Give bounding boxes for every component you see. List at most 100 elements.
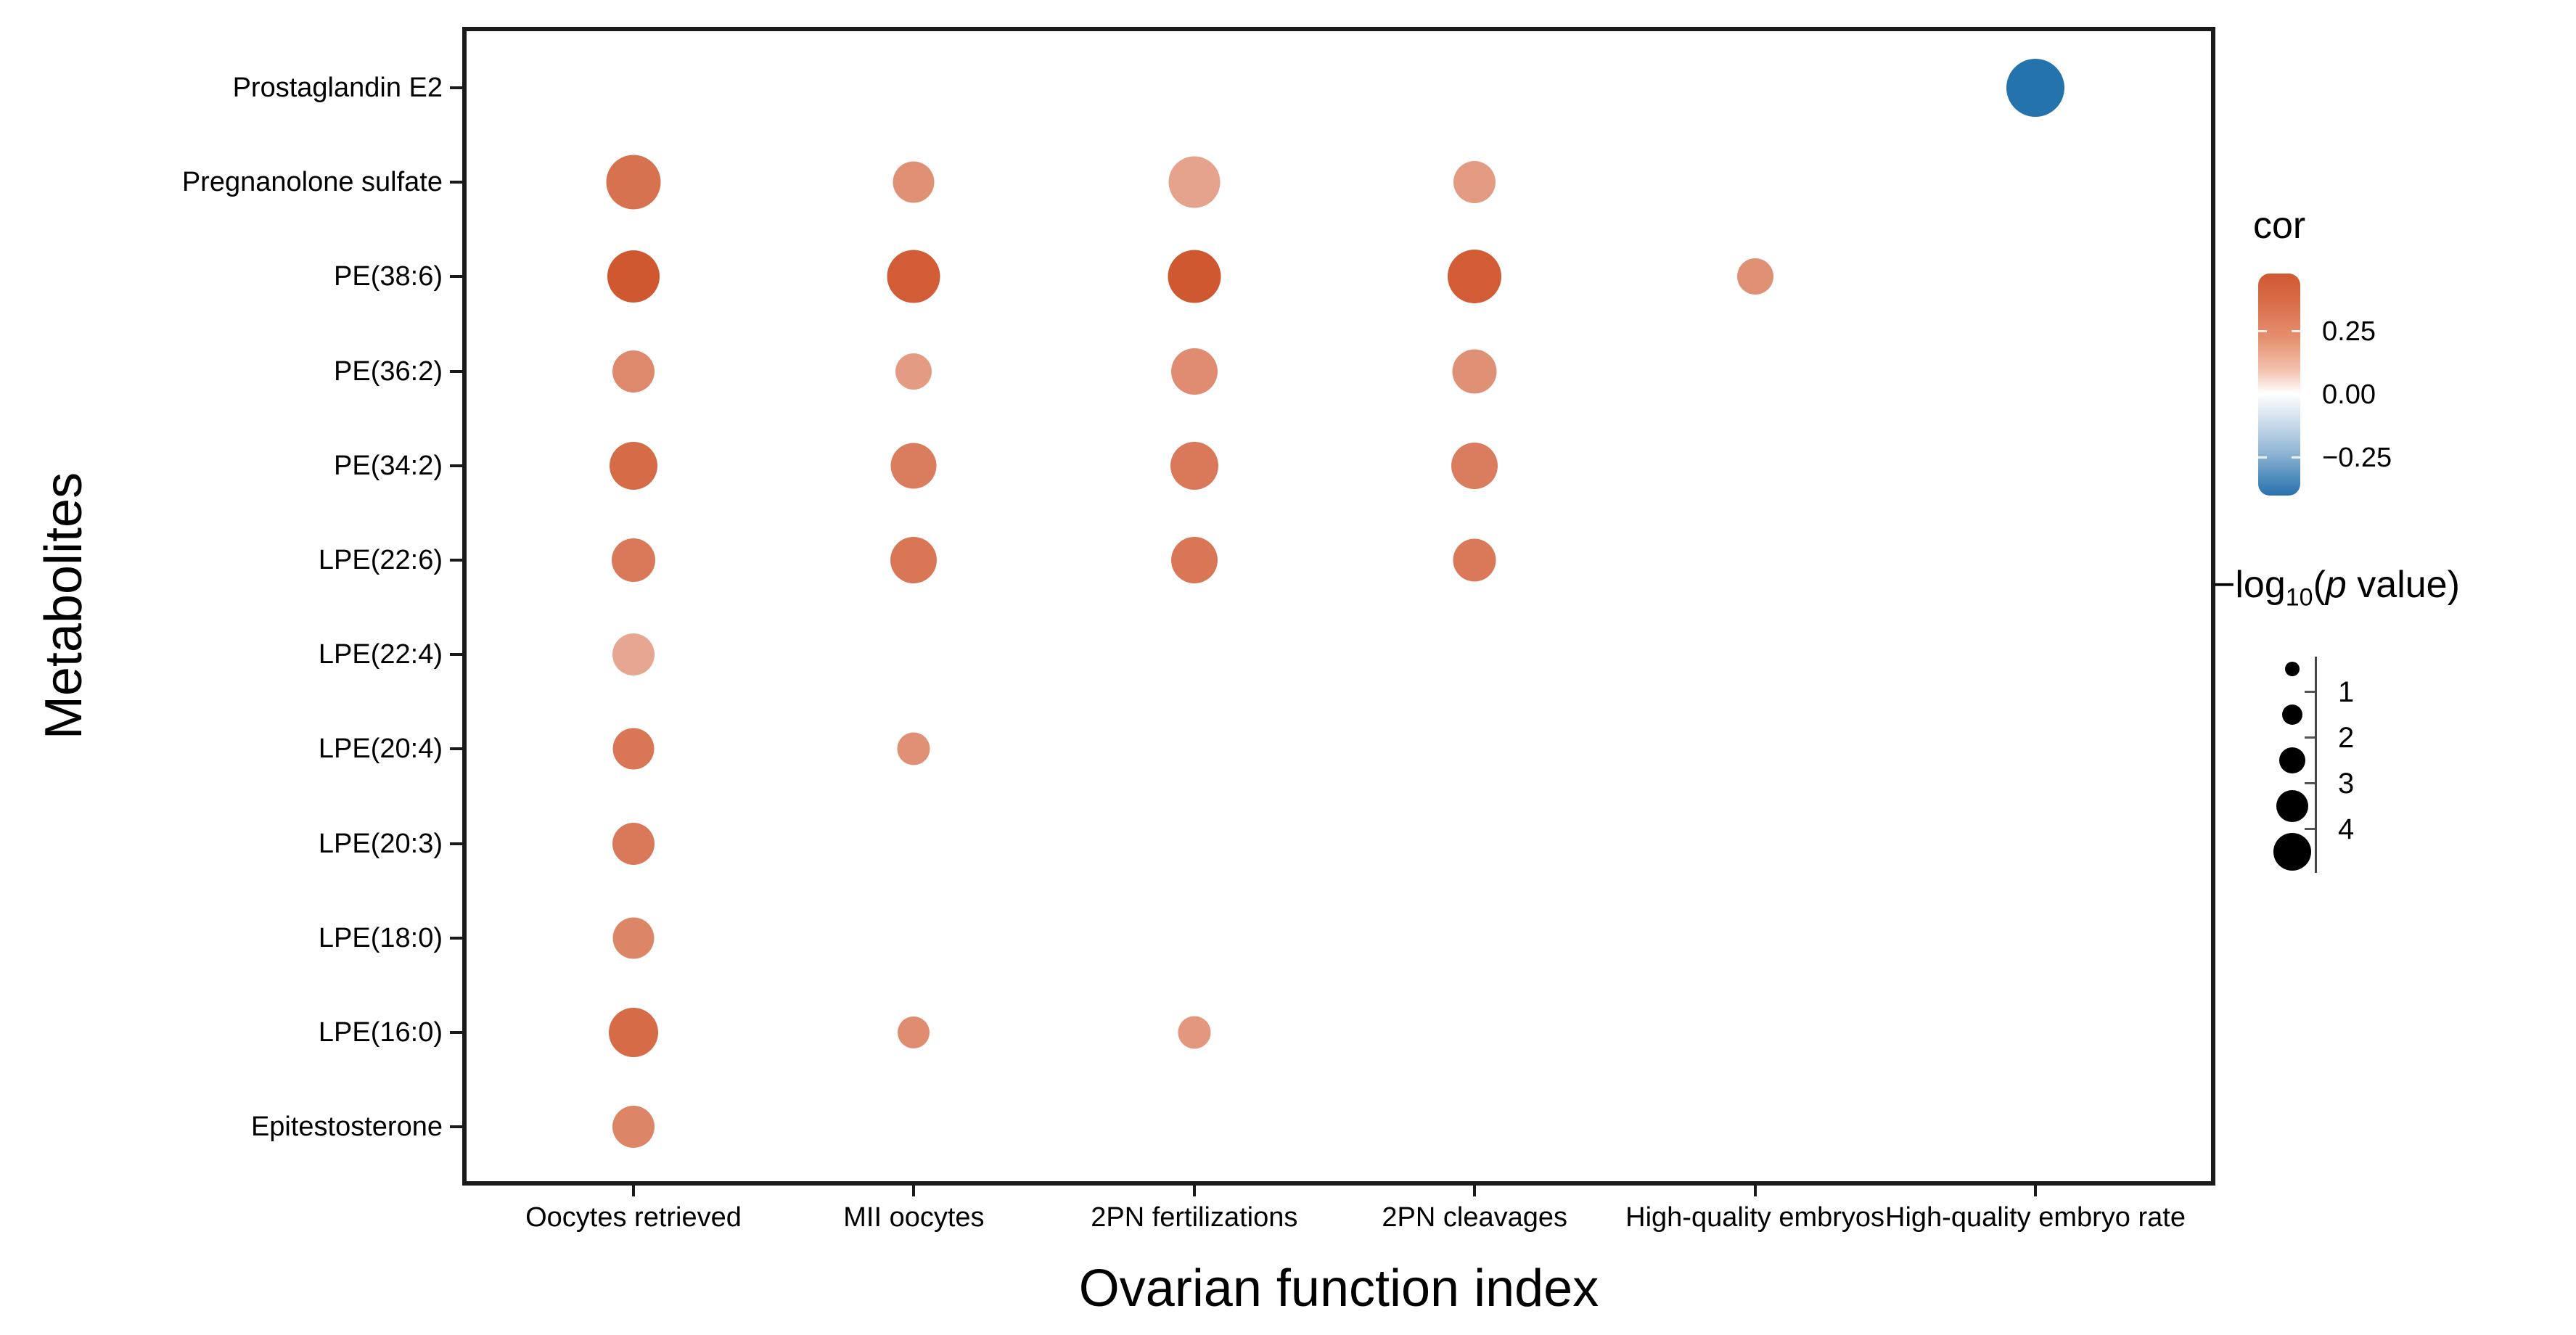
data-point xyxy=(1452,349,1497,394)
y-axis-title: Metabolites xyxy=(35,472,93,740)
data-point xyxy=(897,732,930,765)
data-point xyxy=(895,353,932,390)
y-tick-label: LPE(22:6) xyxy=(318,545,443,575)
colorbar-tick xyxy=(2258,393,2267,396)
data-point xyxy=(612,633,655,676)
x-tick-label: 2PN cleavages xyxy=(1382,1202,1567,1233)
size-legend-dot xyxy=(2282,705,2302,725)
y-tick-mark xyxy=(450,1031,463,1034)
data-point xyxy=(612,728,655,770)
x-tick-label: High-quality embryos xyxy=(1625,1202,1885,1233)
data-point xyxy=(1170,537,1218,583)
colorbar-tick xyxy=(2292,393,2300,396)
x-tick-label: Oocytes retrieved xyxy=(525,1202,742,1233)
data-point xyxy=(1453,161,1496,204)
size-legend-title-p: p xyxy=(2325,564,2347,606)
data-point xyxy=(1178,1016,1211,1049)
size-legend-dot xyxy=(2285,662,2300,676)
colorbar-tick-label: −0.25 xyxy=(2322,442,2392,473)
x-tick-mark xyxy=(1753,1183,1757,1196)
data-point xyxy=(612,1106,655,1149)
y-tick-label: PE(38:6) xyxy=(334,261,443,292)
size-legend-dot xyxy=(2276,790,2308,822)
size-legend-dot xyxy=(2279,747,2305,773)
y-tick-mark xyxy=(450,936,463,940)
data-point xyxy=(2006,59,2064,117)
y-tick-label: Epitestosterone xyxy=(250,1112,443,1143)
y-tick-mark xyxy=(450,842,463,845)
y-tick-mark xyxy=(450,653,463,657)
data-point xyxy=(893,161,935,203)
size-legend-tick xyxy=(2305,782,2315,784)
data-point xyxy=(606,155,661,210)
x-tick-mark xyxy=(2034,1183,2037,1196)
data-point xyxy=(1170,441,1218,490)
size-legend-title-close: ) xyxy=(2447,564,2460,606)
x-tick-mark xyxy=(1473,1183,1477,1196)
colorbar-tick xyxy=(2292,456,2300,459)
y-tick-label: LPE(16:0) xyxy=(318,1017,443,1048)
y-tick-mark xyxy=(450,275,463,279)
data-point xyxy=(1448,250,1502,304)
size-legend-tick xyxy=(2305,828,2315,830)
x-tick-label: MII oocytes xyxy=(843,1202,985,1233)
y-tick-label: LPE(18:0) xyxy=(318,922,443,953)
data-point xyxy=(1736,258,1773,295)
size-legend-title: −log10(p value) xyxy=(2213,566,2460,609)
data-point xyxy=(1453,538,1496,582)
y-tick-label: Pregnanolone sulfate xyxy=(181,167,443,198)
colorbar-tick-label: 0.00 xyxy=(2322,379,2376,410)
color-legend-title: cor xyxy=(2253,205,2306,247)
y-tick-mark xyxy=(450,369,463,373)
colorbar-tick-label: 0.25 xyxy=(2322,316,2376,347)
plot-panel xyxy=(462,27,2215,1186)
data-point xyxy=(612,917,655,959)
data-point xyxy=(890,443,937,489)
data-point xyxy=(612,822,655,865)
data-point xyxy=(610,441,657,490)
data-point xyxy=(1168,250,1221,303)
size-legend-tick xyxy=(2305,691,2315,693)
color-gradient-bar xyxy=(2258,274,2300,496)
x-tick-label: 2PN fertilizations xyxy=(1091,1202,1298,1233)
size-legend-title-subscript: 10 xyxy=(2285,583,2313,612)
data-point xyxy=(898,1016,930,1048)
data-point xyxy=(1168,156,1221,208)
size-legend-tick xyxy=(2305,736,2315,739)
data-point xyxy=(609,1008,658,1057)
size-legend-dot xyxy=(2273,833,2311,871)
x-tick-mark xyxy=(912,1183,916,1196)
colorbar-tick xyxy=(2258,330,2267,333)
size-legend-tick-label: 3 xyxy=(2338,767,2355,800)
size-legend-title-prefix: −log xyxy=(2213,564,2286,606)
y-tick-mark xyxy=(450,464,463,467)
size-legend-tick-label: 4 xyxy=(2338,813,2355,845)
data-point xyxy=(612,350,655,393)
y-tick-label: LPE(20:4) xyxy=(318,734,443,765)
size-legend-title-open: ( xyxy=(2313,564,2326,606)
colorbar-tick xyxy=(2292,330,2300,333)
size-legend-axis-line xyxy=(2315,657,2317,873)
size-legend-title-rest: value xyxy=(2346,564,2448,606)
y-tick-label: LPE(20:3) xyxy=(318,828,443,859)
x-axis-title: Ovarian function index xyxy=(1078,1260,1599,1318)
y-tick-mark xyxy=(450,747,463,751)
data-point xyxy=(1451,442,1498,489)
size-legend-tick-label: 2 xyxy=(2338,721,2355,754)
data-point xyxy=(1170,348,1218,395)
y-tick-mark xyxy=(450,181,463,184)
y-tick-label: PE(34:2) xyxy=(334,450,443,481)
y-tick-mark xyxy=(450,1125,463,1129)
y-tick-label: Prostaglandin E2 xyxy=(232,73,443,103)
y-tick-mark xyxy=(450,86,463,89)
colorbar-tick xyxy=(2258,456,2267,459)
x-tick-mark xyxy=(632,1183,635,1196)
y-tick-mark xyxy=(450,559,463,562)
size-legend-tick-label: 1 xyxy=(2338,675,2355,708)
x-tick-mark xyxy=(1192,1183,1196,1196)
data-point xyxy=(607,250,660,303)
y-tick-label: PE(36:2) xyxy=(334,356,443,387)
data-point xyxy=(890,537,938,583)
x-tick-label: High-quality embryo rate xyxy=(1885,1202,2186,1233)
